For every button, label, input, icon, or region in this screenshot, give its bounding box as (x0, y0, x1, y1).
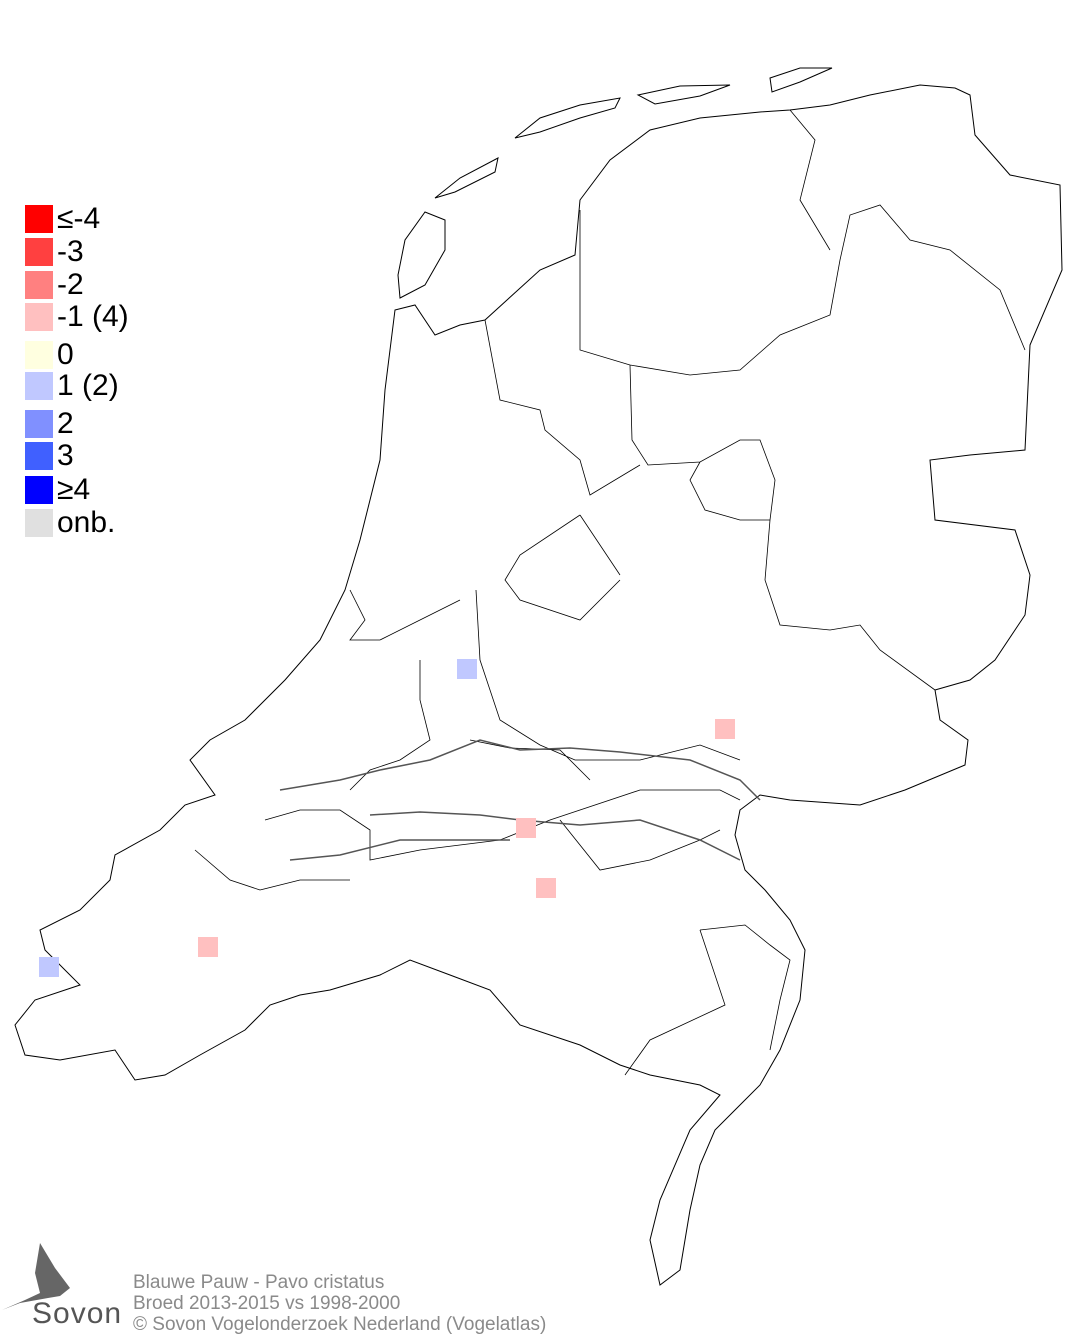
legend-label: ≤-4 (57, 202, 101, 235)
grid-cell (536, 878, 556, 898)
species-title: Blauwe Pauw - Pavo cristatus (133, 1272, 385, 1293)
legend-label: -3 (57, 235, 84, 268)
swallow-icon (2, 1243, 70, 1310)
vlieland-island (434, 157, 499, 199)
period-comparison: Broed 2013-2015 vs 1998-2000 (133, 1293, 401, 1314)
legend-label: -2 (57, 268, 84, 301)
legend-item: -2 (25, 268, 84, 301)
texel-island (397, 211, 446, 299)
legend-label: onb. (57, 506, 116, 539)
map-caption: Blauwe Pauw - Pavo cristatus Broed 2013-… (133, 1272, 546, 1335)
legend-label: ≥4 (57, 473, 91, 506)
logo-text: Sovon (32, 1297, 123, 1330)
legend-swatch (25, 205, 53, 233)
legend-item: ≤-4 (25, 202, 101, 235)
grid-cell (516, 818, 536, 838)
grid-cell (457, 659, 477, 679)
country-outline (14, 84, 1063, 1286)
legend-label: 3 (57, 439, 74, 472)
legend-item: 1 (2) (25, 369, 119, 402)
legend-label: -1 (4) (57, 300, 129, 333)
grid-cell (198, 937, 218, 957)
legend-swatch (25, 271, 53, 299)
legend-swatch (25, 303, 53, 331)
legend-swatch (25, 341, 53, 369)
legend-item: ≥4 (25, 473, 91, 506)
sovon-logo (2, 1243, 70, 1310)
legend-swatch (25, 442, 53, 470)
legend-swatch (25, 238, 53, 266)
legend-swatch (25, 509, 53, 537)
legend-swatch (25, 372, 53, 400)
copyright: © Sovon Vogelonderzoek Nederland (Vogela… (133, 1314, 547, 1335)
province-boundaries (194, 109, 1026, 1076)
legend-swatch (25, 476, 53, 504)
ameland-island (636, 84, 731, 105)
legend-label: 1 (2) (57, 369, 119, 402)
schiermonnikoog-island (769, 67, 833, 93)
legend-label: 0 (57, 338, 74, 371)
legend-item: 0 (25, 338, 74, 371)
legend-label: 2 (57, 407, 74, 440)
legend-swatch (25, 410, 53, 438)
grid-cell (39, 957, 59, 977)
legend-item: 2 (25, 407, 74, 440)
legend-item: onb. (25, 506, 116, 539)
legend-item: -1 (4) (25, 300, 129, 333)
terschelling-island (514, 97, 621, 139)
legend-item: -3 (25, 235, 84, 268)
grid-cell (715, 719, 735, 739)
legend-item: 3 (25, 439, 74, 472)
major-rivers (279, 739, 761, 861)
